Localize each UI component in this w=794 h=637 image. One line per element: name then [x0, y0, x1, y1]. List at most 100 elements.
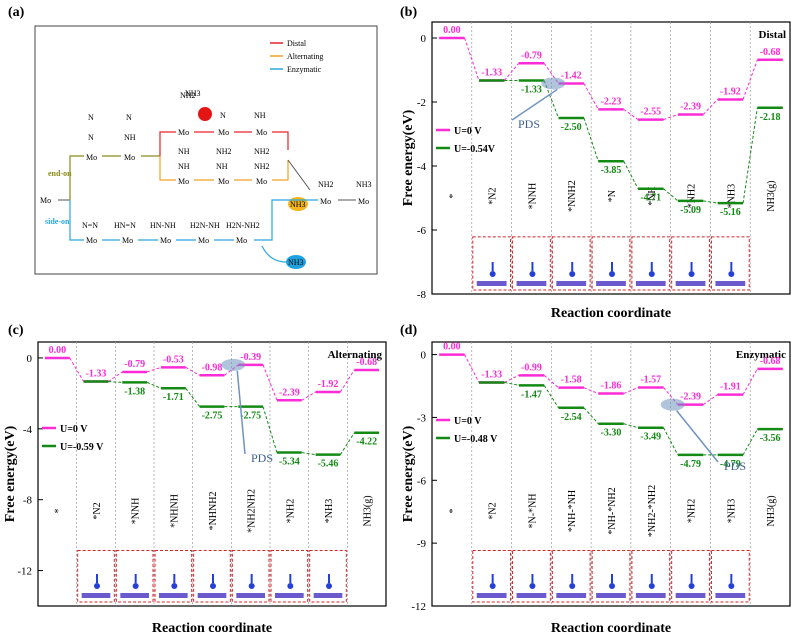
- level-connector: [262, 364, 278, 401]
- data-label: -3.49: [640, 432, 661, 443]
- y-tick-label: 0: [27, 353, 33, 365]
- adsorbate-atom: [648, 583, 655, 589]
- adsorbate-atom: [489, 583, 496, 589]
- mo-distal-2: Mo: [218, 128, 229, 137]
- y-axis-title: Free energy(eV): [401, 425, 416, 522]
- species-nh-alt-2: NH: [178, 162, 190, 171]
- plot-frame: [431, 21, 791, 295]
- adsorbate-atom: [569, 583, 576, 589]
- adsorbate-atom: [609, 583, 615, 589]
- data-label: 0.00: [443, 342, 461, 353]
- mo-distal-1: Mo: [178, 128, 189, 137]
- mo-side-1: Mo: [86, 236, 97, 245]
- data-label: -2.18: [760, 112, 781, 123]
- catalyst-slab: [715, 281, 746, 286]
- adsorbate-atom: [728, 271, 735, 277]
- y-tick-label: -6: [417, 225, 427, 237]
- plot-frame: [37, 341, 387, 607]
- data-label: -3.30: [601, 428, 622, 439]
- alternating-path: [159, 156, 176, 181]
- legend-label: U=-0.54V: [454, 144, 496, 155]
- pds-label: PDS: [724, 459, 746, 473]
- species-nh-alt-3: NH: [216, 162, 228, 171]
- legend-enzymatic: Enzymatic: [287, 65, 322, 74]
- mo-final: Mo: [358, 197, 369, 206]
- adsorbate-atom: [728, 583, 735, 589]
- y-tick-label: -3: [417, 412, 427, 424]
- nh3-badge-enz: NH3: [288, 258, 304, 267]
- legend-label: U=0 V: [454, 126, 482, 137]
- data-label: -0.68: [760, 356, 781, 367]
- x-axis-title: Reaction coordinate: [551, 621, 671, 636]
- end-on-path: [69, 155, 84, 200]
- corner-label: Enzymatic: [736, 349, 786, 361]
- catalyst-slab: [275, 593, 304, 598]
- species-nh2-alt-3: NH2: [254, 162, 270, 171]
- category-label: *: [448, 194, 459, 199]
- data-label: -1.33: [521, 85, 542, 96]
- mo-distal-3: Mo: [256, 128, 267, 137]
- side-on-label: side-on: [45, 217, 70, 226]
- category-label: *NNH: [131, 498, 142, 525]
- level-connector: [146, 381, 162, 389]
- species-nh2-alt-2: NH2: [254, 147, 270, 156]
- data-label: -2.75: [240, 411, 261, 422]
- y-tick-label: -9: [417, 538, 427, 550]
- level-connector: [464, 354, 480, 383]
- data-label: -2.50: [561, 122, 582, 133]
- category-label: *NH2-*NH2: [647, 485, 658, 537]
- data-label: -2.55: [640, 107, 661, 118]
- nh3-release-distal: [198, 107, 212, 121]
- catalyst-slab: [635, 281, 666, 286]
- level-connector: [663, 427, 679, 456]
- catalyst-slab: [516, 593, 547, 598]
- category-label: *N2: [92, 502, 103, 519]
- pds-marker: [221, 358, 246, 371]
- y-tick-label: 0: [421, 33, 427, 45]
- level-connector: [583, 117, 599, 162]
- level-connector: [663, 387, 679, 405]
- catalyst-slab: [715, 593, 746, 598]
- panel-label: (b): [400, 5, 417, 20]
- category-label: *NH2: [285, 499, 296, 523]
- corner-label: Alternating: [328, 349, 383, 361]
- catalyst-slab: [635, 593, 666, 598]
- data-label: -2.39: [680, 101, 701, 112]
- mo-side-5: Mo: [236, 236, 247, 245]
- level-connector: [262, 406, 278, 453]
- mo-start: Mo: [40, 196, 51, 205]
- y-tick-label: -12: [17, 566, 32, 578]
- y-axis-title: Free energy(eV): [401, 109, 416, 206]
- catalyst-slab: [476, 593, 507, 598]
- species-nh2-alt-1: NH2: [216, 147, 232, 156]
- data-label: -2.54: [561, 412, 582, 423]
- adsorbate-atom: [529, 583, 536, 589]
- level-connector: [583, 407, 599, 425]
- data-label: -2.39: [279, 387, 300, 398]
- x-axis-title: Reaction coordinate: [152, 621, 272, 636]
- level-connector: [185, 366, 200, 376]
- catalyst-slab: [675, 281, 706, 286]
- pds-marker: [660, 398, 685, 411]
- species-n-3: N: [126, 113, 132, 122]
- category-label: *NNH2: [567, 180, 578, 212]
- y-axis-title: Free energy(eV): [3, 425, 18, 522]
- level-connector: [663, 114, 678, 121]
- mo-side-3: Mo: [160, 236, 171, 245]
- data-label: -4.79: [680, 459, 701, 470]
- level-connector: [742, 107, 758, 204]
- panel-label: (c): [8, 323, 24, 338]
- adsorbate-atom: [287, 583, 294, 589]
- data-label: -0.98: [202, 362, 223, 373]
- enzymatic-path: [69, 200, 84, 241]
- level-connector: [702, 394, 718, 406]
- data-label: -1.58: [561, 375, 582, 386]
- category-label: *NHNH2: [208, 492, 219, 531]
- data-label: -5.34: [279, 457, 300, 468]
- data-label: -1.91: [720, 382, 741, 393]
- pds-label: PDS: [518, 117, 540, 131]
- category-label: *N-*NH: [527, 493, 538, 528]
- nh3-badge-distal: NH3: [185, 89, 201, 98]
- catalyst-slab: [516, 281, 547, 286]
